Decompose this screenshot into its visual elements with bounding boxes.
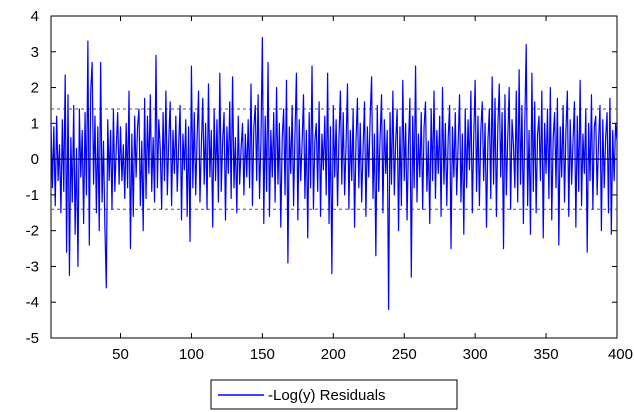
series-line bbox=[50, 36, 618, 310]
y-tick-label: 0 bbox=[31, 151, 39, 168]
x-tick-label: 100 bbox=[179, 346, 204, 363]
y-axis: -5 -4 -3 -2 -1 0 1 2 3 4 bbox=[26, 8, 617, 347]
y-tick-label: 2 bbox=[31, 80, 39, 97]
x-tick-label: 50 bbox=[112, 346, 129, 363]
y-tick-label: -1 bbox=[26, 187, 39, 204]
series-layer bbox=[50, 36, 618, 310]
y-tick-label: 4 bbox=[31, 8, 39, 25]
y-tick-label: -2 bbox=[26, 223, 39, 240]
legend: -Log(y) Residuals bbox=[210, 379, 458, 410]
legend-label: -Log(y) Residuals bbox=[268, 387, 386, 404]
y-tick-label: -5 bbox=[26, 330, 39, 347]
y-tick-label: 1 bbox=[31, 115, 39, 132]
x-tick-label: 250 bbox=[392, 346, 417, 363]
x-tick-label: 350 bbox=[534, 346, 559, 363]
x-tick-label: 400 bbox=[608, 346, 633, 363]
y-tick-label: 3 bbox=[31, 44, 39, 61]
x-axis: 50 100 150 200 250 300 350 400 bbox=[112, 16, 633, 363]
x-tick-label: 300 bbox=[463, 346, 488, 363]
x-tick-label: 200 bbox=[321, 346, 346, 363]
x-tick-label: 150 bbox=[250, 346, 275, 363]
y-tick-label: -3 bbox=[26, 258, 39, 275]
y-tick-label: -4 bbox=[26, 294, 39, 311]
